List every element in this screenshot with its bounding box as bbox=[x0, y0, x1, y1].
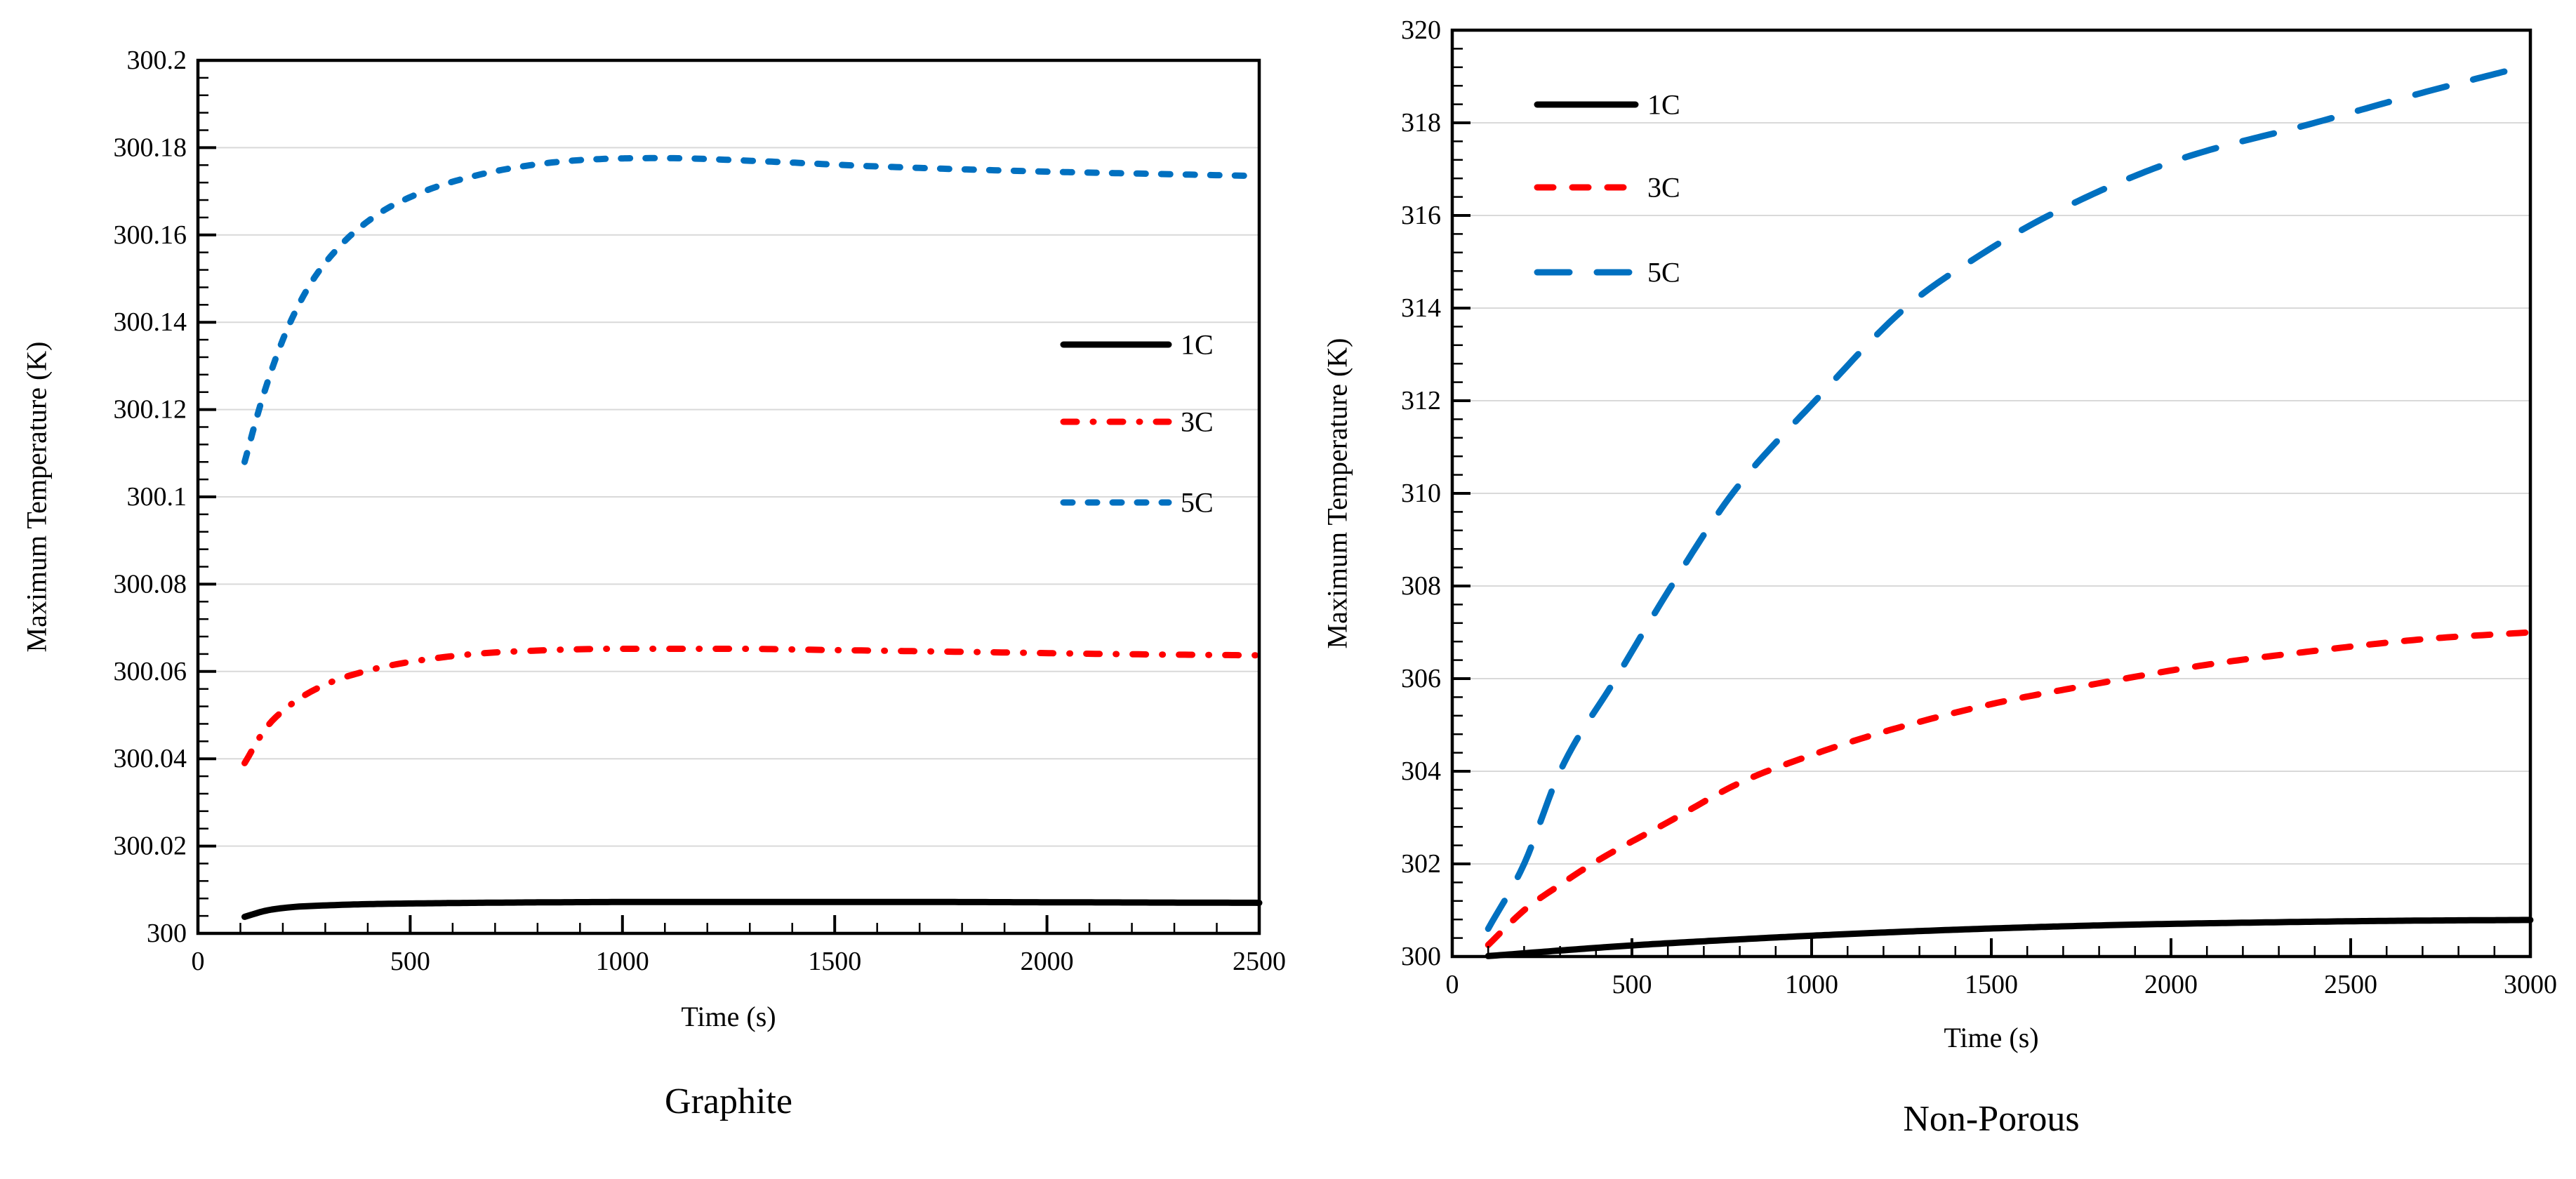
series-lines bbox=[1485, 62, 2534, 959]
gridlines bbox=[198, 60, 1259, 847]
x-tick-label: 1500 bbox=[1965, 970, 2018, 999]
legend-entry-3c: 3C bbox=[1534, 172, 1680, 204]
legend-label-5c: 5C bbox=[1181, 487, 1214, 519]
x-tick-label: 1000 bbox=[1785, 970, 1838, 999]
y-tick-label: 300.02 bbox=[114, 832, 187, 861]
x-tick-label: 500 bbox=[1612, 970, 1652, 999]
y-tick-label: 300.16 bbox=[114, 220, 187, 250]
graphite-chart: 300 300.02 300.04 300.06 300.08 300.1 300.12 30… bbox=[20, 46, 1287, 1121]
series-5c-line bbox=[1485, 62, 2534, 932]
tick-labels: 300 300.02 300.04 300.06 300.08 300.1 300.12 30… bbox=[114, 46, 1287, 976]
x-tick-label: 2500 bbox=[1233, 947, 1286, 976]
legend: 1C 3C 5C bbox=[1534, 89, 1680, 288]
tick-labels: 300 302 304 306 308 310 312 314 316 318 320 0 500 100… bbox=[1401, 15, 2557, 999]
non-porous-chart-svg: 300 302 304 306 308 310 312 314 316 318 320 0 500 100… bbox=[1401, 15, 2557, 999]
x-tick-label: 3000 bbox=[2504, 970, 2557, 999]
non-porous-y-axis-title: Maximum Temperature (K) bbox=[1321, 338, 1353, 649]
graphite-y-axis-title: Maximum Temperature (K) bbox=[20, 341, 53, 653]
legend-label-5c: 5C bbox=[1647, 257, 1680, 288]
series-lines bbox=[241, 154, 1263, 920]
legend: 1C 3C 5C bbox=[1060, 329, 1214, 519]
x-tick-label: 2000 bbox=[1021, 947, 1074, 976]
x-tick-label: 2500 bbox=[2324, 970, 2377, 999]
non-porous-x-axis-title: Time (s) bbox=[1944, 1022, 2039, 1053]
x-tick-label: 0 bbox=[1446, 970, 1459, 999]
legend-entry-1c: 1C bbox=[1060, 329, 1214, 361]
legend-label-1c: 1C bbox=[1647, 89, 1680, 121]
y-tick-label: 320 bbox=[1401, 15, 1441, 45]
axis-ticks bbox=[1451, 29, 2532, 958]
y-tick-label: 300.2 bbox=[127, 46, 187, 75]
legend-entry-5c: 5C bbox=[1060, 487, 1214, 519]
legend-label-3c: 3C bbox=[1647, 172, 1680, 204]
x-tick-label: 1000 bbox=[596, 947, 649, 976]
legend-entry-5c: 5C bbox=[1534, 257, 1680, 288]
series-1c-line bbox=[241, 898, 1263, 920]
y-tick-label: 300.06 bbox=[114, 657, 187, 686]
series-1c-line bbox=[1485, 917, 2534, 959]
y-tick-label: 300.1 bbox=[127, 482, 187, 512]
y-tick-label: 312 bbox=[1401, 386, 1441, 415]
y-tick-label: 310 bbox=[1401, 479, 1441, 508]
y-tick-label: 300.12 bbox=[114, 395, 187, 425]
axis-ticks bbox=[197, 59, 1261, 935]
y-tick-label: 302 bbox=[1401, 849, 1441, 879]
y-tick-label: 300 bbox=[1401, 942, 1441, 971]
x-tick-label: 500 bbox=[390, 947, 430, 976]
graphite-caption: Graphite bbox=[665, 1081, 792, 1121]
y-tick-label: 300.18 bbox=[114, 133, 187, 162]
y-tick-label: 300.14 bbox=[114, 307, 187, 337]
gridlines bbox=[1452, 29, 2530, 865]
y-tick-label: 300 bbox=[147, 919, 187, 948]
graphite-x-axis-title: Time (s) bbox=[681, 1001, 776, 1032]
non-porous-chart: 300 302 304 306 308 310 312 314 316 318 320 0 500 100… bbox=[1288, 0, 2576, 1179]
legend-entry-1c: 1C bbox=[1534, 89, 1680, 121]
y-tick-label: 318 bbox=[1401, 108, 1441, 138]
legend-entry-3c: 3C bbox=[1060, 406, 1214, 438]
x-tick-label: 2000 bbox=[2144, 970, 2198, 999]
series-5c-line bbox=[241, 154, 1263, 465]
y-tick-label: 300.08 bbox=[114, 569, 187, 599]
x-tick-label: 0 bbox=[192, 947, 205, 976]
y-tick-label: 304 bbox=[1401, 757, 1441, 786]
y-tick-label: 316 bbox=[1401, 201, 1441, 230]
x-tick-label: 1500 bbox=[808, 947, 861, 976]
y-tick-label: 308 bbox=[1401, 571, 1441, 601]
legend-label-3c: 3C bbox=[1181, 406, 1214, 438]
series-3c-line bbox=[241, 646, 1263, 766]
legend-label-1c: 1C bbox=[1181, 329, 1214, 361]
y-tick-label: 300.04 bbox=[114, 744, 187, 773]
non-porous-caption: Non-Porous bbox=[1903, 1099, 2080, 1139]
series-3c-line bbox=[1485, 629, 2534, 948]
y-tick-label: 306 bbox=[1401, 664, 1441, 693]
graphite-chart-svg: 300 300.02 300.04 300.06 300.08 300.1 300.12 30… bbox=[114, 46, 1287, 976]
y-tick-label: 314 bbox=[1401, 293, 1441, 323]
